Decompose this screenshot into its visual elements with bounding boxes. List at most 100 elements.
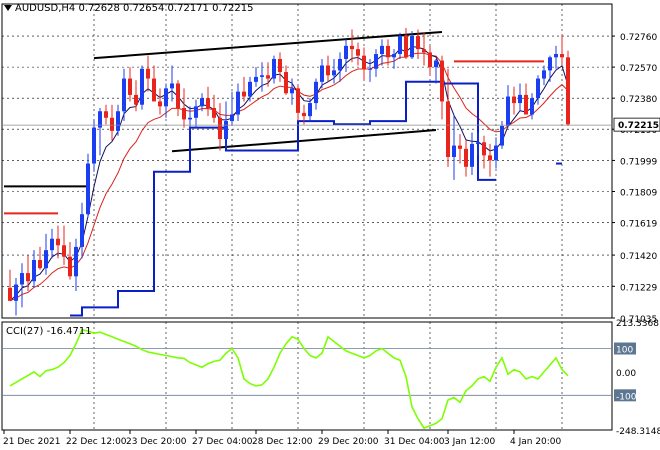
candle-body	[98, 111, 102, 128]
candle-body	[62, 245, 66, 257]
candle-body	[224, 121, 228, 140]
candle-body	[290, 88, 294, 94]
candle-body	[344, 45, 348, 59]
time-tick-1: 22 Dec 12:00	[66, 437, 127, 447]
cci-tick-3: -100	[616, 392, 637, 402]
candle-body	[554, 54, 558, 58]
time-tick-0: 21 Dec 2021	[3, 437, 61, 447]
candle-body	[428, 52, 432, 68]
candle-body	[86, 163, 90, 215]
candle-body	[218, 117, 222, 140]
candle-body	[176, 83, 180, 108]
candle-body	[332, 70, 336, 76]
time-tick-2: 23 Dec 20:00	[126, 437, 187, 447]
time-tick-5: 29 Dec 20:00	[318, 437, 379, 447]
candle-body	[134, 94, 138, 105]
candle-body	[320, 65, 324, 82]
candle-body	[314, 81, 318, 104]
cci-label: CCI(27) -16.4711	[6, 326, 92, 337]
dropdown-triangle-icon[interactable]	[4, 5, 12, 11]
chart-header: AUDUSD,H4 0.72628 0.72654 0.72171 0.7221…	[4, 3, 253, 14]
candle-body	[122, 78, 126, 112]
candle-body	[380, 45, 384, 55]
price-tick-1: 0.72570	[620, 64, 657, 74]
trendline-0	[93, 30, 443, 60]
candle-body	[422, 49, 426, 53]
candle-body	[254, 76, 258, 82]
candle-body	[548, 57, 552, 71]
candle-body	[200, 98, 204, 107]
candle-body	[284, 72, 288, 94]
candle-body	[404, 36, 408, 58]
candle-body	[50, 238, 54, 251]
candle-body	[482, 142, 486, 156]
candle-body	[416, 36, 420, 50]
candle-body	[164, 88, 168, 107]
candle-body	[158, 101, 162, 107]
candle-body	[338, 58, 342, 71]
main-frame	[1, 3, 613, 319]
price-tick-0: 0.72760	[620, 33, 657, 43]
candle-body	[560, 54, 564, 58]
price-tick-5: 0.71809	[620, 188, 657, 198]
candle-body	[308, 103, 312, 117]
candle-body	[446, 101, 450, 158]
candle-body	[266, 75, 270, 79]
time-tick-8: 4 Jan 20:00	[510, 437, 562, 447]
candle-body	[68, 256, 72, 277]
candle-body	[194, 106, 198, 118]
support-step-line	[69, 80, 496, 317]
candle-body	[302, 112, 306, 117]
time-tick-6: 31 Dec 04:00	[384, 437, 445, 447]
candle-body	[152, 78, 156, 102]
candle-body	[368, 68, 372, 70]
candle-body	[140, 68, 144, 105]
candle-body	[476, 142, 480, 144]
current-price-label: 0.72215	[618, 121, 659, 131]
candle-body	[14, 284, 18, 301]
time-tick-4: 28 Dec 12:00	[252, 437, 313, 447]
price-tick-4: 0.71999	[620, 157, 657, 167]
trendline-1	[171, 129, 437, 153]
cci-level-box-3	[614, 389, 636, 402]
candle-body	[536, 78, 540, 99]
candle-body	[566, 57, 570, 125]
candle-body	[326, 65, 330, 76]
moving-averages	[9, 45, 569, 317]
candle-body	[128, 78, 132, 95]
candle-body	[170, 83, 174, 89]
candle-body	[356, 49, 360, 56]
candle-body	[110, 117, 114, 131]
cci-level-box-1	[614, 342, 636, 355]
cci-frame	[1, 321, 613, 431]
candle-body	[398, 36, 402, 55]
candles	[8, 27, 570, 316]
candle-body	[542, 70, 546, 79]
candle-body	[146, 68, 150, 79]
candle-body	[8, 287, 12, 301]
price-tick-9: 0.71035	[620, 315, 657, 325]
candle-body	[20, 273, 24, 285]
candle-body	[494, 145, 498, 161]
cci-tick-0: 213.3368	[616, 319, 659, 329]
main-grid	[2, 4, 612, 430]
candle-body	[56, 238, 60, 246]
candle-body	[230, 114, 234, 122]
price-tick-8: 0.71229	[620, 283, 657, 293]
candle-body	[92, 127, 96, 164]
trendlines	[93, 30, 443, 153]
ohlc-values: 0.72628 0.72654 0.72171 0.72215	[78, 3, 254, 14]
candle-body	[260, 75, 264, 77]
price-axis: 0.727600.725700.723800.721900.719990.718…	[2, 33, 660, 325]
current-price-box	[613, 117, 660, 132]
candle-body	[452, 145, 456, 158]
candle-body	[182, 107, 186, 120]
cci-tick-1: 100	[616, 346, 633, 356]
candle-body	[434, 60, 438, 68]
candle-body	[512, 96, 516, 104]
candle-body	[188, 117, 192, 120]
symbol-label: AUDUSD,H4	[15, 3, 76, 14]
candle-body	[44, 250, 48, 269]
time-axis: 21 Dec 2021 22 Dec 12:00 23 Dec 20:00 27 De…	[3, 430, 562, 447]
